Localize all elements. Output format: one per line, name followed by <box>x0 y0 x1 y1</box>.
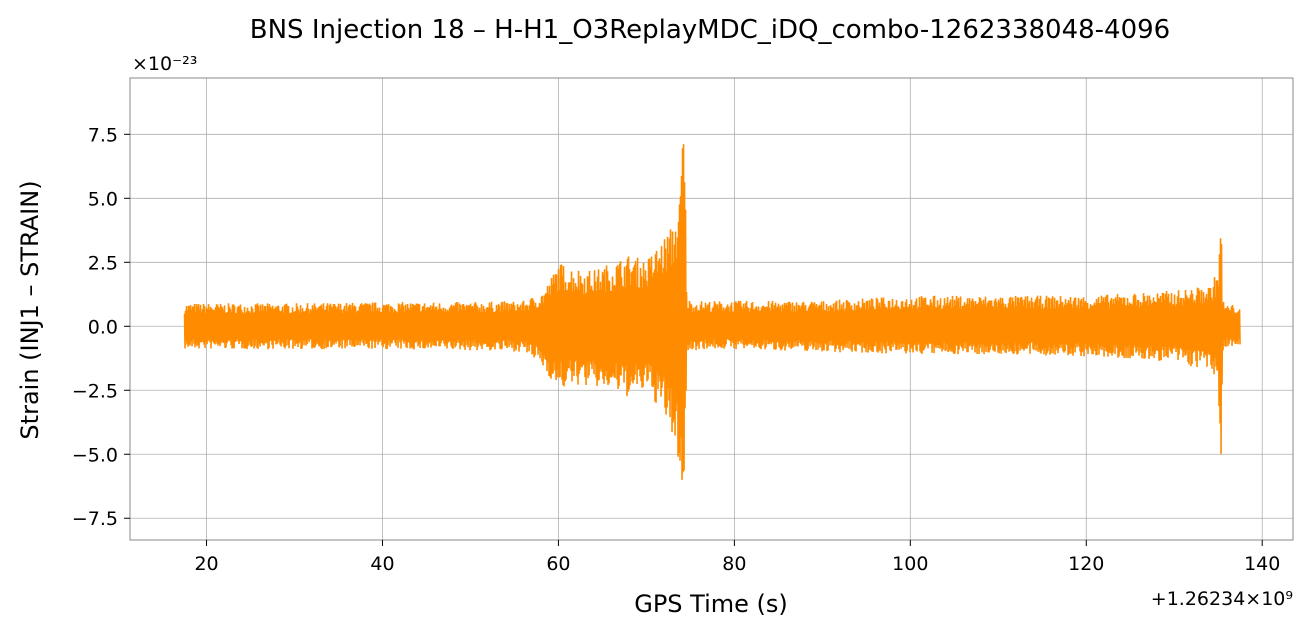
y-scale-label: ×10⁻²³ <box>132 53 197 75</box>
y-tick-label: −2.5 <box>72 380 118 402</box>
x-tick-label: 60 <box>546 553 570 575</box>
x-tick-label: 120 <box>1068 553 1104 575</box>
x-tick-label: 140 <box>1244 553 1280 575</box>
x-tick-label: 40 <box>370 553 394 575</box>
y-tick-label: −5.0 <box>72 444 118 466</box>
x-tick-label: 80 <box>722 553 746 575</box>
y-tick-label: 5.0 <box>88 188 118 210</box>
y-tick-label: 7.5 <box>88 124 118 146</box>
plot-area <box>183 144 1241 480</box>
y-tick-label: 2.5 <box>88 252 118 274</box>
y-axis: −7.5 −5.0 −2.5 0.0 2.5 5.0 7.5 <box>72 124 130 530</box>
x-offset-label: +1.26234×10⁹ <box>1151 588 1293 610</box>
x-axis: 20 40 60 80 100 120 140 <box>194 540 1280 575</box>
x-tick-label: 100 <box>892 553 928 575</box>
y-axis-label: Strain (INJ1 – STRAIN) <box>16 180 44 439</box>
y-tick-label: 0.0 <box>88 316 118 338</box>
strain-series-line <box>183 144 1241 480</box>
chart-title: BNS Injection 18 – H-H1_O3ReplayMDC_iDQ_… <box>250 15 1170 45</box>
x-axis-label: GPS Time (s) <box>634 590 788 618</box>
plot-frame <box>129 77 1294 541</box>
y-tick-label: −7.5 <box>72 508 118 530</box>
x-tick-label: 20 <box>194 553 218 575</box>
